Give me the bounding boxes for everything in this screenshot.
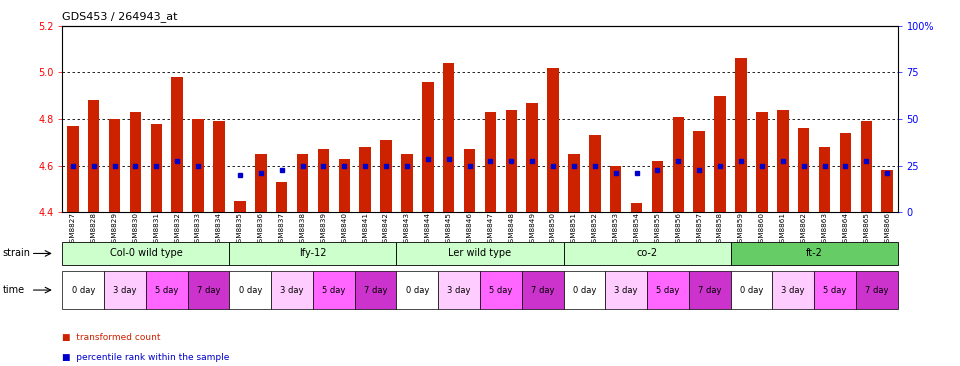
Text: 3 day: 3 day — [280, 285, 303, 295]
Text: 7 day: 7 day — [364, 285, 387, 295]
Text: 7 day: 7 day — [865, 285, 888, 295]
Bar — [547, 68, 559, 212]
Bar — [234, 201, 246, 212]
Bar — [355, 271, 396, 309]
Bar — [840, 133, 852, 212]
Text: Ler wild type: Ler wild type — [448, 249, 512, 258]
Text: ft-2: ft-2 — [805, 249, 823, 258]
Text: 7 day: 7 day — [531, 285, 554, 295]
Bar — [568, 154, 580, 212]
Bar — [105, 271, 146, 309]
Bar — [606, 271, 647, 309]
Text: 0 day: 0 day — [740, 285, 763, 295]
Bar — [172, 77, 183, 212]
Text: 7 day: 7 day — [197, 285, 220, 295]
Bar — [673, 117, 684, 212]
Bar — [359, 147, 371, 212]
Bar — [146, 271, 188, 309]
Bar — [480, 271, 522, 309]
Text: ■  transformed count: ■ transformed count — [62, 333, 161, 342]
Bar — [814, 271, 856, 309]
Bar — [714, 96, 726, 212]
Bar — [526, 102, 538, 212]
Text: 0 day: 0 day — [239, 285, 262, 295]
Text: 5 day: 5 day — [490, 285, 513, 295]
Bar — [108, 119, 120, 212]
Text: 5 day: 5 day — [657, 285, 680, 295]
Text: 3 day: 3 day — [447, 285, 470, 295]
Bar — [798, 128, 809, 212]
Bar — [438, 271, 480, 309]
Bar — [631, 203, 642, 212]
Bar — [485, 112, 496, 212]
Text: co-2: co-2 — [636, 249, 658, 258]
Bar — [693, 131, 705, 212]
Bar — [272, 271, 313, 309]
Bar — [62, 271, 105, 309]
Bar — [396, 271, 438, 309]
Text: time: time — [3, 285, 25, 295]
Bar — [610, 166, 621, 212]
Text: 0 day: 0 day — [406, 285, 429, 295]
Text: 3 day: 3 day — [614, 285, 637, 295]
Bar — [522, 271, 564, 309]
Bar — [422, 82, 434, 212]
Bar — [856, 271, 898, 309]
Bar — [229, 271, 272, 309]
Text: 0 day: 0 day — [573, 285, 596, 295]
Bar — [777, 110, 788, 212]
Text: 3 day: 3 day — [781, 285, 804, 295]
Bar — [88, 100, 100, 212]
Bar — [396, 242, 564, 265]
Bar — [647, 271, 689, 309]
Text: Col-0 wild type: Col-0 wild type — [109, 249, 182, 258]
Bar — [255, 154, 267, 212]
Bar — [297, 154, 308, 212]
Bar — [67, 126, 79, 212]
Bar — [881, 170, 893, 212]
Text: 5 day: 5 day — [824, 285, 847, 295]
Bar — [652, 161, 663, 212]
Text: strain: strain — [3, 249, 31, 258]
Bar — [188, 271, 229, 309]
Bar — [860, 121, 872, 212]
Bar — [756, 112, 768, 212]
Text: 3 day: 3 day — [113, 285, 136, 295]
Bar — [464, 149, 475, 212]
Bar — [401, 154, 413, 212]
Text: GDS453 / 264943_at: GDS453 / 264943_at — [62, 11, 178, 22]
Text: 5 day: 5 day — [156, 285, 179, 295]
Bar — [192, 119, 204, 212]
Bar — [731, 271, 772, 309]
Bar — [735, 58, 747, 212]
Bar — [380, 140, 392, 212]
Bar — [62, 242, 229, 265]
Bar — [443, 63, 454, 212]
Bar — [213, 121, 225, 212]
Bar — [339, 158, 350, 212]
Bar — [130, 112, 141, 212]
Text: 7 day: 7 day — [698, 285, 721, 295]
Bar — [151, 124, 162, 212]
Bar — [506, 110, 517, 212]
Bar — [229, 242, 396, 265]
Bar — [731, 242, 898, 265]
Bar — [313, 271, 355, 309]
Bar — [819, 147, 830, 212]
Bar — [773, 271, 814, 309]
Bar — [589, 135, 601, 212]
Bar — [564, 271, 606, 309]
Bar — [564, 242, 731, 265]
Text: 0 day: 0 day — [72, 285, 95, 295]
Bar — [689, 271, 731, 309]
Text: lfy-12: lfy-12 — [300, 249, 326, 258]
Bar — [318, 149, 329, 212]
Text: ■  percentile rank within the sample: ■ percentile rank within the sample — [62, 353, 229, 362]
Text: 5 day: 5 day — [323, 285, 346, 295]
Bar — [276, 182, 287, 212]
